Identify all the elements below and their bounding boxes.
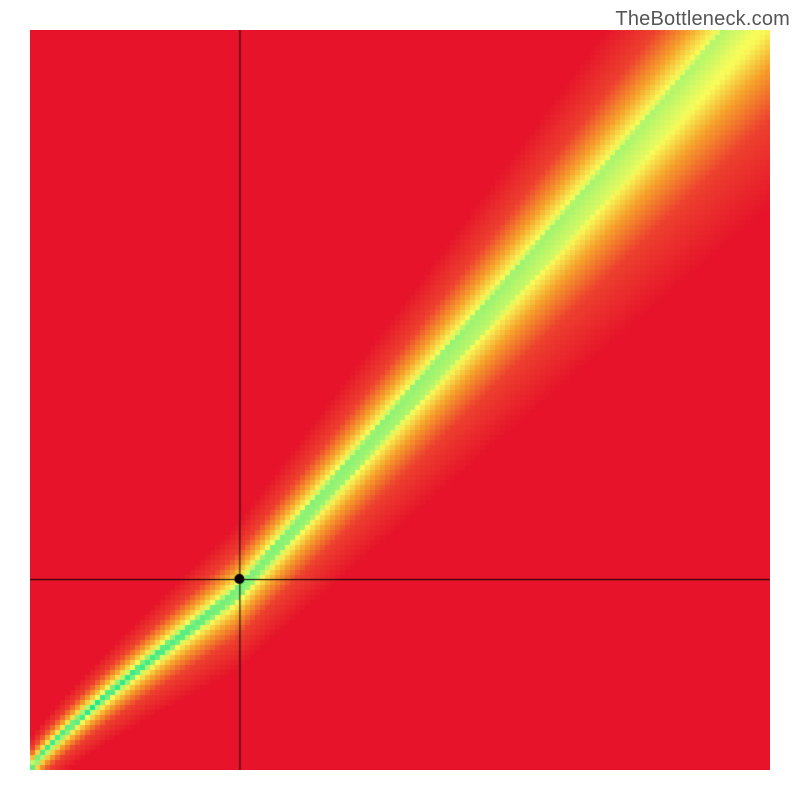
watermark-text: TheBottleneck.com	[615, 8, 790, 31]
chart-container: TheBottleneck.com	[0, 0, 800, 800]
bottleneck-heatmap	[30, 30, 770, 770]
